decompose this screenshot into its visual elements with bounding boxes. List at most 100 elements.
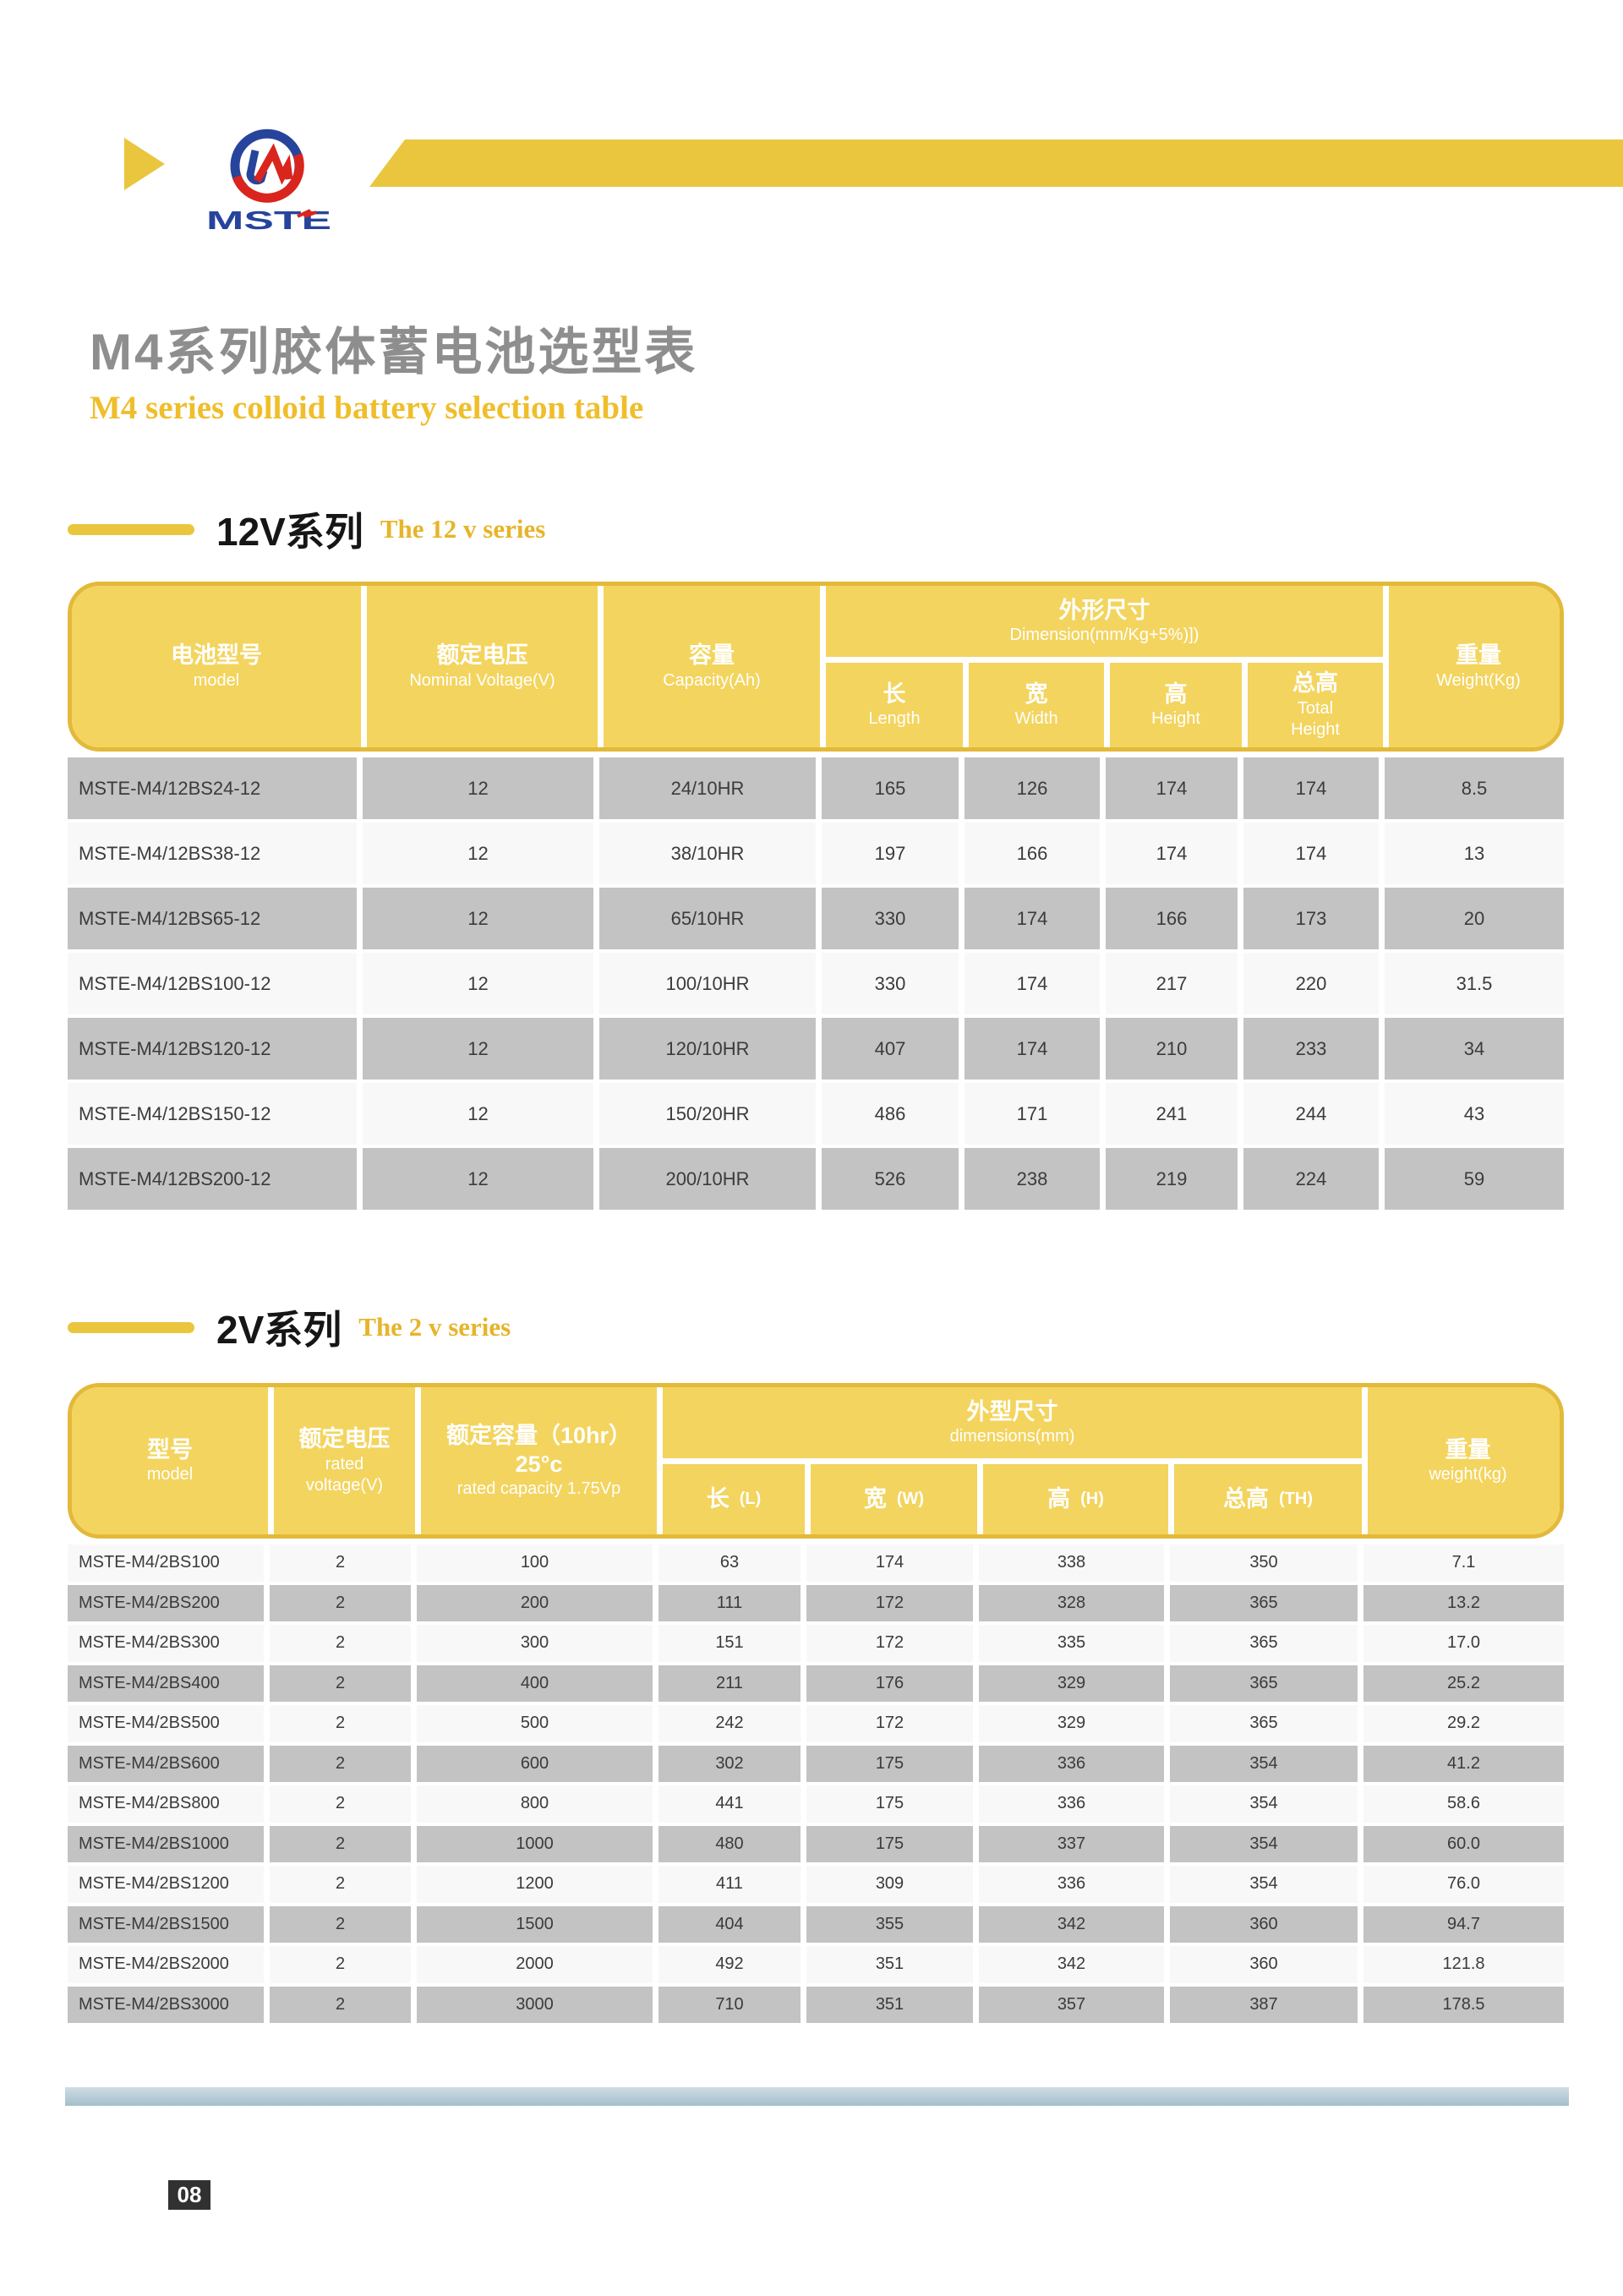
banner-ribbon [369, 139, 1623, 187]
table-cell: 94.7 [1363, 1905, 1564, 1943]
table-cell: 20 [1385, 888, 1564, 949]
table-cell: 354 [1170, 1745, 1358, 1782]
header-weight-en: Weight(Kg) [1436, 670, 1521, 690]
table-cell: 350 [1170, 1544, 1358, 1582]
table-cell: 12 [363, 1148, 593, 1210]
table-cell: 342 [979, 1905, 1164, 1943]
header-length-zh: 长 [883, 681, 906, 707]
header-model: 电池型号 model [72, 586, 361, 747]
table-cell: 411 [658, 1866, 801, 1903]
header-width-en: (W) [896, 1490, 925, 1508]
table-row: MSTE-M4/2BS1000 2 1000 480 175 337 354 60.0 [68, 1825, 1564, 1862]
table-cell: 100 [417, 1544, 653, 1582]
header-model-en: model [193, 670, 240, 690]
table-cell: 13.2 [1363, 1584, 1564, 1621]
header-height: 高 (H) [983, 1464, 1168, 1534]
table-cell: MSTE-M4/12BS100-12 [68, 953, 357, 1014]
header-length: 长 (L) [663, 1464, 805, 1534]
table-cell: 59 [1385, 1148, 1564, 1210]
table-cell: 336 [979, 1785, 1164, 1823]
table-cell: 65/10HR [599, 888, 816, 949]
table-cell: 100/10HR [599, 953, 816, 1014]
header-voltage-zh: 额定电压 [298, 1426, 391, 1452]
table-cell: 400 [417, 1665, 653, 1702]
table-cell: 175 [806, 1785, 973, 1823]
table-cell: 336 [979, 1745, 1164, 1782]
header-width-zh: 宽 [863, 1485, 887, 1512]
table-cell: 12 [363, 1018, 593, 1080]
table-row: MSTE-M4/2BS300 2 300 151 172 335 365 17.0 [68, 1625, 1564, 1662]
header-total-height-zh: 总高 [1223, 1485, 1269, 1512]
table-cell: 330 [822, 888, 959, 949]
table-cell: 172 [806, 1625, 973, 1662]
table-cell: 360 [1170, 1905, 1358, 1943]
table-cell: 302 [658, 1745, 801, 1782]
header-height-en: Height [1151, 709, 1200, 729]
header-height-zh: 高 [1164, 681, 1188, 707]
page-number: 08 [177, 2182, 202, 2207]
header-width-en: Width [1014, 709, 1058, 729]
table-cell: 7.1 [1363, 1544, 1564, 1582]
table-cell: 600 [417, 1745, 653, 1782]
table-cell: 174 [806, 1544, 973, 1582]
section-header-2v: 2V系列 The 2 v series [68, 1299, 511, 1355]
header-capacity-zh: 容量 [689, 642, 735, 669]
table-cell: 176 [806, 1665, 973, 1702]
table-cell: 2 [270, 1544, 411, 1582]
header-capacity-en: Capacity(Ah) [663, 670, 761, 690]
table-cell: 165 [822, 757, 959, 819]
logo-lightning-icon [297, 209, 317, 218]
table-cell: 2 [270, 1986, 411, 2023]
table-cell: 200/10HR [599, 1148, 816, 1210]
table-cell: 500 [417, 1705, 653, 1742]
table-cell: 217 [1106, 953, 1238, 1014]
table-cell: 2 [270, 1705, 411, 1742]
table-cell: 29.2 [1363, 1705, 1564, 1742]
table-cell: MSTE-M4/2BS1200 [68, 1866, 264, 1903]
logo-text: MSTE [206, 205, 331, 233]
table-row: MSTE-M4/12BS100-12 12 100/10HR 330 174 217 220… [68, 953, 1564, 1014]
table-cell: 178.5 [1363, 1986, 1564, 2023]
table-cell: 38/10HR [599, 823, 816, 884]
table-2v-header: 型号 model 额定电压 rated voltage(V) 额定容量（10hr… [68, 1383, 1564, 1539]
header-voltage: 额定电压 Nominal Voltage(V) [367, 586, 598, 747]
table-cell: 2 [270, 1745, 411, 1782]
header-weight-en: weight(kg) [1429, 1465, 1507, 1484]
section-line-icon [68, 1321, 194, 1333]
header-weight-zh: 重量 [1445, 1436, 1491, 1462]
section-title-zh: 12V系列 [216, 510, 363, 554]
table-cell: 2000 [417, 1946, 653, 1983]
header-dimension: 外形尺寸 Dimension(mm/Kg+5%)]) [826, 586, 1383, 657]
table-cell: 12 [363, 823, 593, 884]
header-capacity: 容量 Capacity(Ah) [604, 586, 820, 747]
mste-logo-icon: MSTE [206, 128, 331, 235]
table-cell: MSTE-M4/2BS100 [68, 1544, 264, 1582]
table-cell: 25.2 [1363, 1665, 1564, 1702]
table-cell: 12 [363, 1083, 593, 1145]
table-cell: 338 [979, 1544, 1164, 1582]
table-cell: 174 [1106, 757, 1238, 819]
table-cell: 174 [965, 888, 1100, 949]
table-cell: MSTE-M4/12BS120-12 [68, 1018, 357, 1080]
footer-divider-bar [65, 2087, 1569, 2106]
table-cell: 526 [822, 1148, 959, 1210]
table-cell: 242 [658, 1705, 801, 1742]
section-line-icon [68, 523, 194, 535]
table-cell: 407 [822, 1018, 959, 1080]
table-cell: 300 [417, 1625, 653, 1662]
table-cell: 224 [1243, 1148, 1379, 1210]
table-cell: 238 [965, 1148, 1100, 1210]
table-cell: 175 [806, 1745, 973, 1782]
header-model-zh: 电池型号 [171, 642, 262, 669]
table-cell: 17.0 [1363, 1625, 1564, 1662]
table-cell: 2 [270, 1625, 411, 1662]
table-cell: MSTE-M4/2BS3000 [68, 1986, 264, 2023]
table-cell: 233 [1243, 1018, 1379, 1080]
table-cell: 355 [806, 1905, 973, 1943]
table-cell: 486 [822, 1083, 959, 1145]
table-cell: 166 [1106, 888, 1238, 949]
header-height: 高 Height [1110, 663, 1242, 747]
header-height-en: (H) [1080, 1490, 1104, 1508]
arrow-triangle-icon [124, 138, 165, 190]
table-cell: 309 [806, 1866, 973, 1903]
